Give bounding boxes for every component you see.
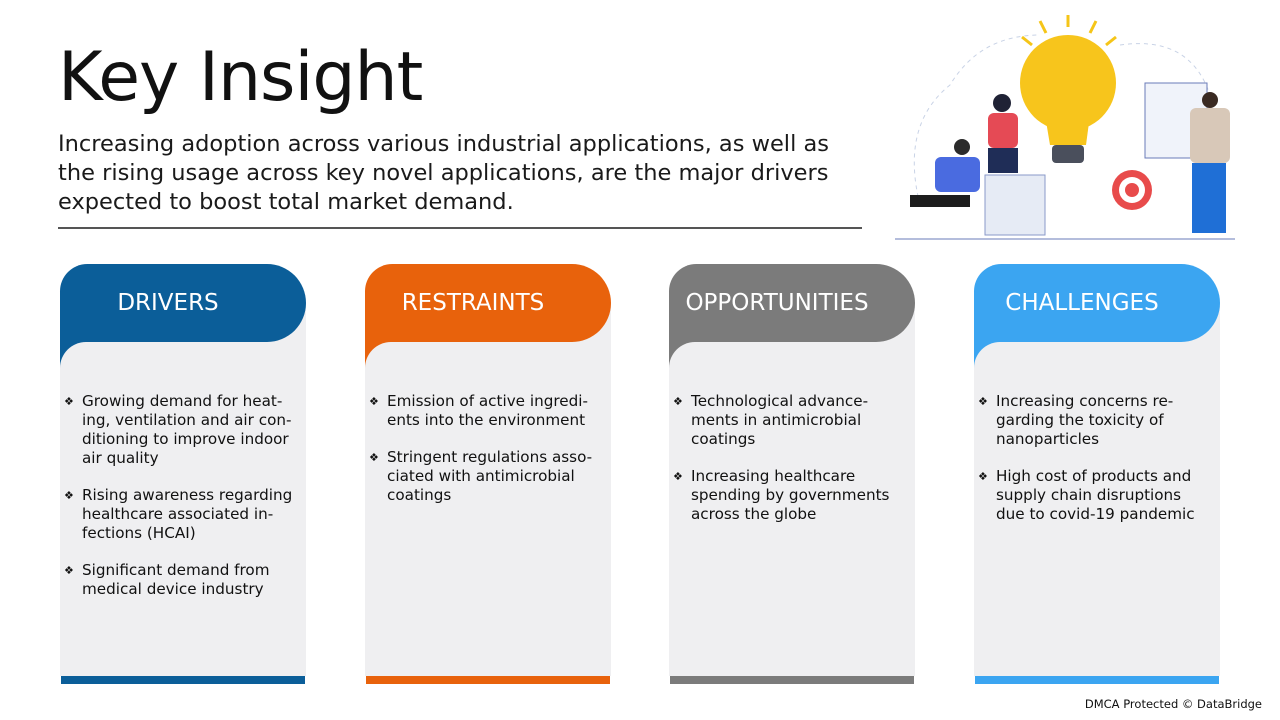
card-bottom-bar (366, 676, 610, 684)
subtitle: Increasing adoption across various indus… (58, 131, 829, 215)
card-body (974, 342, 1220, 676)
footer-dmca: DMCA Protected © DataBridge (1084, 697, 1262, 711)
item-text: Stringent regulations asso-ciated with a… (387, 448, 593, 504)
diamond-dots-icon: ❖ (64, 489, 74, 502)
card-bottom-bar (670, 676, 914, 684)
card-header: DRIVERS (60, 264, 306, 342)
item-text: Increasing healthcare spending by govern… (691, 467, 890, 523)
list-item: ❖ Growing demand for heat-ing, ventilatio… (64, 392, 300, 468)
card-list: ❖ Increasing concerns re-garding the toxi… (978, 392, 1214, 542)
item-text: Emission of active ingredi-ents into the… (387, 392, 588, 429)
list-item: ❖ Increasing concerns re-garding the toxi… (978, 392, 1214, 449)
card-header: OPPORTUNITIES (669, 264, 915, 342)
divider (58, 227, 862, 229)
card-header: CHALLENGES (974, 264, 1220, 342)
lightbulb-teamwork-illustration (895, 15, 1235, 240)
list-item: ❖ Emission of active ingredi-ents into th… (369, 392, 605, 430)
card-header: RESTRAINTS (365, 264, 611, 342)
card-body (365, 342, 611, 676)
diamond-dots-icon: ❖ (978, 470, 988, 483)
list-item: ❖ Stringent regulations asso-ciated with … (369, 448, 605, 505)
card-bottom-bar (975, 676, 1219, 684)
list-item: ❖ Significant demand from medical device … (64, 561, 300, 599)
card-body (669, 342, 915, 676)
diamond-dots-icon: ❖ (673, 470, 683, 483)
item-text: Rising awareness regarding healthcare as… (82, 486, 293, 542)
diamond-dots-icon: ❖ (369, 451, 379, 464)
card-list: ❖ Emission of active ingredi-ents into th… (369, 392, 605, 523)
diamond-dots-icon: ❖ (673, 395, 683, 408)
card-list: ❖ Technological advance-ments in antimicr… (673, 392, 909, 542)
drivers-card: DRIVERS ❖ Growing demand for heat-ing, ve… (60, 264, 306, 684)
item-text: Growing demand for heat-ing, ventilation… (82, 392, 292, 467)
item-text: Significant demand from medical device i… (82, 561, 270, 598)
diamond-dots-icon: ❖ (978, 395, 988, 408)
item-text: Increasing concerns re-garding the toxic… (996, 392, 1174, 448)
card-list: ❖ Growing demand for heat-ing, ventilatio… (64, 392, 300, 617)
diamond-dots-icon: ❖ (64, 395, 74, 408)
list-item: ❖ Increasing healthcare spending by gover… (673, 467, 909, 524)
card-bottom-bar (61, 676, 305, 684)
diamond-dots-icon: ❖ (64, 564, 74, 577)
challenges-card: CHALLENGES ❖ Increasing concerns re-gardi… (974, 264, 1220, 684)
restraints-card: RESTRAINTS ❖ Emission of active ingredi-e… (365, 264, 611, 684)
item-text: High cost of products and supply chain d… (996, 467, 1195, 523)
opportunities-card: OPPORTUNITIES ❖ Technological advance-men… (669, 264, 915, 684)
card-body (60, 342, 306, 676)
item-text: Technological advance-ments in antimicro… (691, 392, 869, 448)
diamond-dots-icon: ❖ (369, 395, 379, 408)
page-title: Key Insight (58, 38, 423, 117)
list-item: ❖ High cost of products and supply chain … (978, 467, 1214, 524)
list-item: ❖ Technological advance-ments in antimicr… (673, 392, 909, 449)
list-item: ❖ Rising awareness regarding healthcare a… (64, 486, 300, 543)
